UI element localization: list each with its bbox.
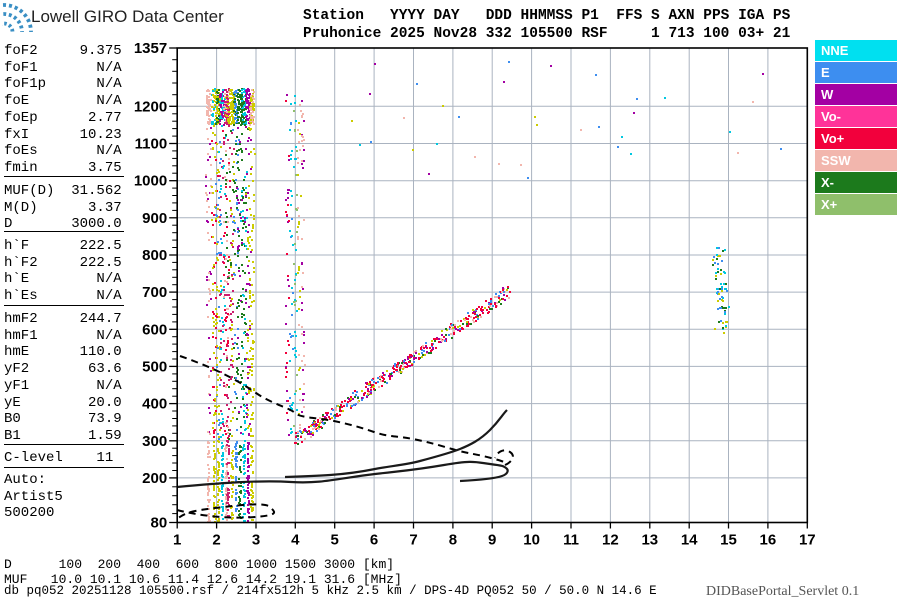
svg-text:200: 200 xyxy=(142,470,167,487)
svg-text:4: 4 xyxy=(291,532,300,549)
svg-text:700: 700 xyxy=(142,284,167,301)
svg-text:8: 8 xyxy=(449,532,457,549)
svg-text:1200: 1200 xyxy=(134,98,167,115)
svg-text:300: 300 xyxy=(142,433,167,450)
svg-text:1: 1 xyxy=(173,532,181,549)
svg-text:500: 500 xyxy=(142,358,167,375)
svg-text:800: 800 xyxy=(142,247,167,264)
svg-text:1357: 1357 xyxy=(134,40,167,57)
svg-text:80: 80 xyxy=(151,515,168,532)
svg-text:17: 17 xyxy=(799,532,816,549)
svg-text:12: 12 xyxy=(602,532,619,549)
svg-text:9: 9 xyxy=(488,532,496,549)
svg-text:5: 5 xyxy=(331,532,339,549)
svg-text:13: 13 xyxy=(641,532,658,549)
svg-text:16: 16 xyxy=(760,532,777,549)
svg-text:6: 6 xyxy=(370,532,378,549)
svg-text:7: 7 xyxy=(409,532,417,549)
svg-text:15: 15 xyxy=(720,532,737,549)
svg-text:11: 11 xyxy=(563,532,579,549)
svg-text:900: 900 xyxy=(142,210,167,227)
svg-text:3: 3 xyxy=(252,532,260,549)
svg-text:400: 400 xyxy=(142,396,167,413)
svg-text:1000: 1000 xyxy=(134,173,167,190)
svg-text:1100: 1100 xyxy=(135,136,168,153)
svg-text:14: 14 xyxy=(681,532,698,549)
svg-text:600: 600 xyxy=(142,321,167,338)
svg-text:10: 10 xyxy=(523,532,540,549)
svg-text:2: 2 xyxy=(212,532,220,549)
